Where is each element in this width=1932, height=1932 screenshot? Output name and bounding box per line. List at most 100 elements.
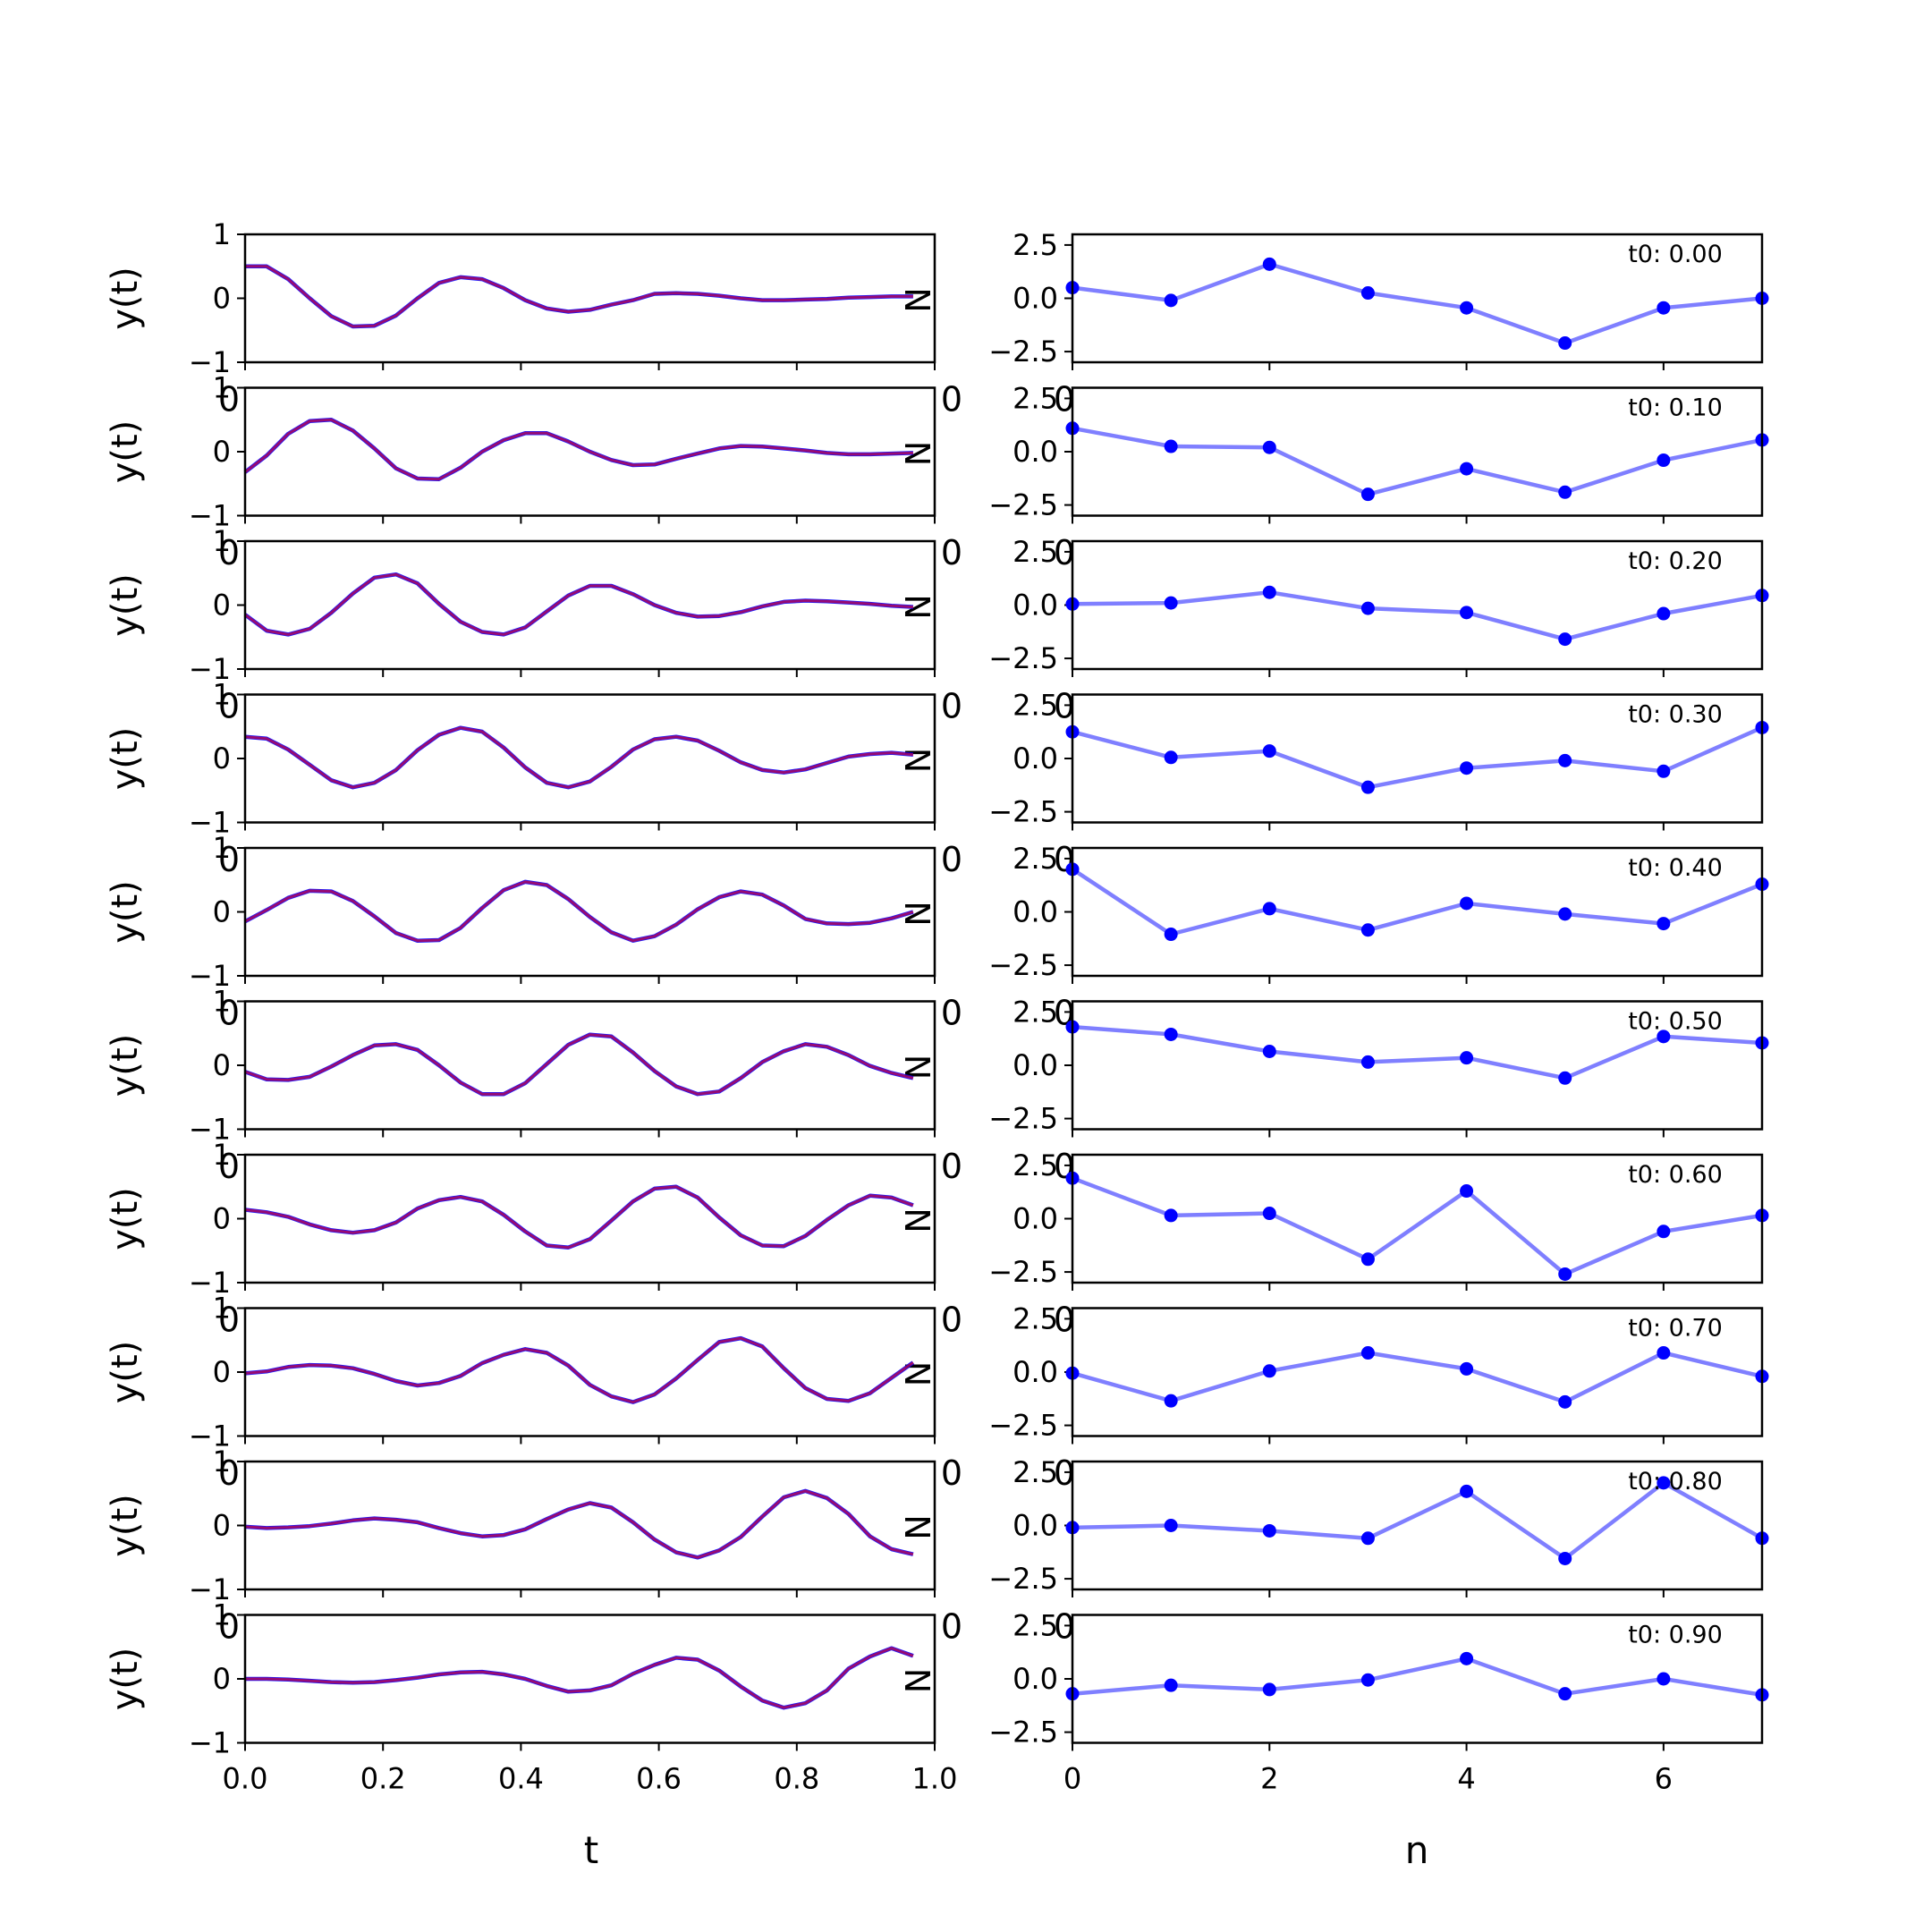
coefficient-point <box>1460 606 1474 620</box>
reconstruction-line <box>245 265 913 328</box>
stray-tick-label: 0 <box>218 1301 240 1340</box>
right-panel-frame <box>1071 386 1764 517</box>
left-x-axis-label: t <box>584 1828 598 1872</box>
t0-annotation: t0: 0.60 <box>1628 1161 1723 1189</box>
coefficient-point <box>1262 744 1276 758</box>
stray-n-label: N <box>897 287 936 312</box>
right-panel-frame <box>1071 846 1764 978</box>
y-tick-label: 0.0 <box>1013 1048 1058 1082</box>
coefficient-point <box>1164 1519 1178 1532</box>
stray-tick-label: 0 <box>941 840 962 879</box>
y-tick-label: 0 <box>213 741 231 775</box>
y-tick-label: −2.5 <box>988 488 1058 522</box>
reconstruction-line <box>244 1336 914 1404</box>
coefficient-line <box>1072 262 1763 345</box>
y-tick-label: −2.5 <box>988 335 1058 369</box>
stray-tick-label: 0 <box>941 1301 962 1340</box>
signal-line <box>244 725 914 790</box>
coefficient-point <box>1262 1523 1276 1538</box>
coefficient-point <box>1164 439 1178 453</box>
coefficient-point <box>1360 487 1375 502</box>
coefficient-point <box>1164 928 1178 942</box>
y-tick-label: −2.5 <box>988 1716 1058 1750</box>
stray-n-label: N <box>897 1668 936 1693</box>
reconstruction-line <box>244 726 914 789</box>
coefficient-point <box>1460 761 1474 775</box>
y-tick-label: 0 <box>213 1202 231 1236</box>
y-tick-label: 2.5 <box>1013 381 1058 415</box>
coefficient-point <box>1657 1224 1671 1239</box>
y-tick-label: 1 <box>213 985 231 1019</box>
coefficient-point <box>1558 907 1572 921</box>
left-panel-frame <box>243 539 936 671</box>
coefficient-point <box>1558 1394 1572 1409</box>
y-tick-label: 1 <box>213 1445 231 1479</box>
stray-tick-label: 0 <box>218 994 240 1033</box>
coefficient-line <box>1072 1657 1763 1698</box>
y-tick-label: 0.0 <box>1013 741 1058 775</box>
coefficient-point <box>1657 301 1671 315</box>
y-tick-label: −2.5 <box>988 1102 1058 1136</box>
y-tick-label: 2.5 <box>1013 535 1058 569</box>
y-tick-label: −1 <box>189 1266 231 1300</box>
t0-annotation: t0: 0.10 <box>1628 394 1723 422</box>
x-tick-label: 0.2 <box>360 1762 406 1796</box>
stray-n-label: N <box>897 1361 936 1386</box>
y-tick-label: 0.0 <box>1013 1509 1058 1543</box>
right-panel-frame <box>1071 1460 1764 1591</box>
y-tick-label: 0 <box>213 282 231 316</box>
y-tick-label: −2.5 <box>988 641 1058 675</box>
coefficient-point <box>1460 1361 1474 1376</box>
left-panel-frame <box>243 693 936 824</box>
y-tick-label: 2.5 <box>1013 228 1058 262</box>
y-tick-label: 1 <box>213 1292 231 1326</box>
y-tick-label: 2.5 <box>1013 1608 1058 1642</box>
right-panel-frame <box>1071 539 1764 671</box>
signal-line <box>244 1184 914 1250</box>
t0-annotation: t0: 0.50 <box>1628 1008 1723 1036</box>
y-tick-label: 0 <box>213 435 231 469</box>
coefficient-line <box>1071 867 1763 936</box>
right-panel-frame <box>1071 233 1764 364</box>
right-panel-frame <box>1071 1614 1764 1744</box>
y-tick-label: 0 <box>213 1662 231 1696</box>
reconstruction-line <box>244 418 913 481</box>
t0-annotation: t0: 0.00 <box>1628 241 1723 268</box>
stray-tick-label: 0 <box>218 1607 240 1647</box>
signal-line <box>243 418 913 481</box>
y-tick-label: 1 <box>213 678 231 712</box>
coefficient-point <box>1460 1651 1474 1665</box>
y-tick-label: 1 <box>213 217 231 251</box>
y-tick-label: 2.5 <box>1013 1301 1058 1335</box>
x-tick-label: 2 <box>1260 1762 1278 1796</box>
coefficient-point <box>1558 1551 1572 1565</box>
y-tick-label: 1 <box>213 1138 231 1172</box>
stray-tick-label: 0 <box>218 533 240 572</box>
y-tick-label: 2.5 <box>1013 1455 1058 1489</box>
right-panel-frame <box>1071 693 1764 824</box>
coefficient-point <box>1657 917 1671 931</box>
t0-annotation: t0: 0.70 <box>1628 1315 1723 1343</box>
coefficient-point <box>1657 764 1671 778</box>
coefficient-point <box>1262 1045 1276 1059</box>
stray-tick-label: 0 <box>218 840 240 879</box>
coefficient-line <box>1072 1176 1763 1276</box>
coefficient-point <box>1460 301 1474 315</box>
signal-line <box>244 1032 914 1097</box>
y-tick-label: 1 <box>213 1598 231 1632</box>
coefficient-line <box>1072 725 1763 790</box>
y-tick-label: −1 <box>189 345 231 379</box>
stray-n-label: N <box>897 748 936 773</box>
y-axis-label: y(t) <box>105 727 146 791</box>
stray-tick-label: 0 <box>941 1453 962 1493</box>
t0-annotation: t0: 0.30 <box>1628 701 1723 729</box>
y-tick-label: 0.0 <box>1013 1662 1058 1696</box>
coefficient-point <box>1262 1207 1276 1221</box>
coefficient-point <box>1164 1208 1178 1223</box>
right-panel-frame <box>1071 1307 1764 1437</box>
coefficient-point <box>1558 753 1572 767</box>
coefficient-point <box>1558 1071 1572 1085</box>
y-tick-label: 0 <box>213 1509 231 1543</box>
left-panel-frame <box>243 1460 936 1591</box>
